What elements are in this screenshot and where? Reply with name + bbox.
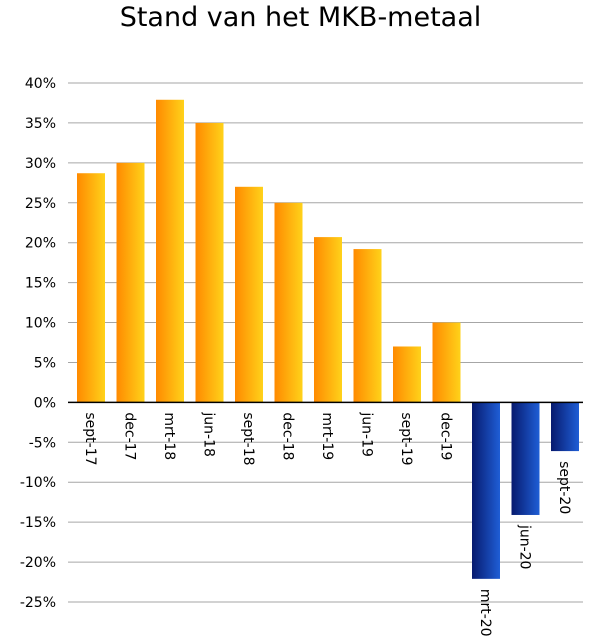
y-tick-label: -5% (29, 435, 56, 451)
y-tick-label: 40% (25, 76, 56, 92)
x-category-label: sept-20 (556, 461, 572, 514)
x-category-label: dec-17 (122, 412, 138, 460)
x-category-label: dec-19 (438, 412, 454, 460)
bar-jun-20 (511, 402, 540, 515)
bar-sept-18 (235, 186, 263, 403)
bar-dec-17 (116, 162, 145, 403)
x-category-label: sept-18 (240, 412, 256, 465)
y-tick-label: 25% (25, 196, 56, 212)
x-category-label: dec-18 (280, 412, 296, 460)
bar-dec-19 (432, 322, 461, 403)
x-category-label: jun-18 (201, 411, 217, 457)
x-category-label: sept-19 (398, 412, 414, 465)
x-category-label: sept-17 (82, 412, 98, 465)
x-category-label: jun-20 (517, 524, 533, 570)
bar-dec-18 (274, 202, 303, 403)
y-tick-label: 15% (25, 276, 56, 292)
bars (77, 99, 579, 579)
bar-mrt-18 (156, 99, 184, 403)
category-labels: sept-17 dec-17 mrt-18 jun-18 sept-18 dec-18 mr… (82, 411, 572, 636)
y-tick-label: -15% (20, 515, 56, 531)
y-tick-label: 20% (25, 236, 56, 252)
bar-jun-19 (353, 249, 382, 403)
bar-sept-19 (393, 346, 421, 403)
y-tick-label: -20% (20, 555, 56, 571)
bar-jun-18 (195, 122, 224, 403)
x-category-label: mrt-20 (477, 589, 493, 637)
bar-mrt-19 (314, 237, 342, 403)
bar-mrt-20 (472, 402, 500, 579)
y-tick-label: 0% (34, 395, 56, 411)
x-category-label: mrt-18 (161, 412, 177, 460)
y-tick-label: -10% (20, 475, 56, 491)
y-tick-label: 35% (25, 116, 56, 132)
y-tick-label: 30% (25, 156, 56, 172)
x-category-label: jun-19 (359, 411, 375, 457)
bar-sept-20 (551, 402, 579, 452)
y-axis-tick-labels: 40% 35% 30% 25% 20% 15% 10% 5% 0% -5% -10% -15% -20%… (20, 76, 56, 611)
x-category-label: mrt-19 (319, 412, 335, 460)
y-tick-label: 5% (34, 355, 56, 371)
y-tick-label: 10% (25, 316, 56, 332)
y-tick-label: -25% (20, 595, 56, 611)
chart-title: Stand van het MKB-metaal (119, 2, 482, 33)
bar-sept-17 (77, 173, 105, 403)
